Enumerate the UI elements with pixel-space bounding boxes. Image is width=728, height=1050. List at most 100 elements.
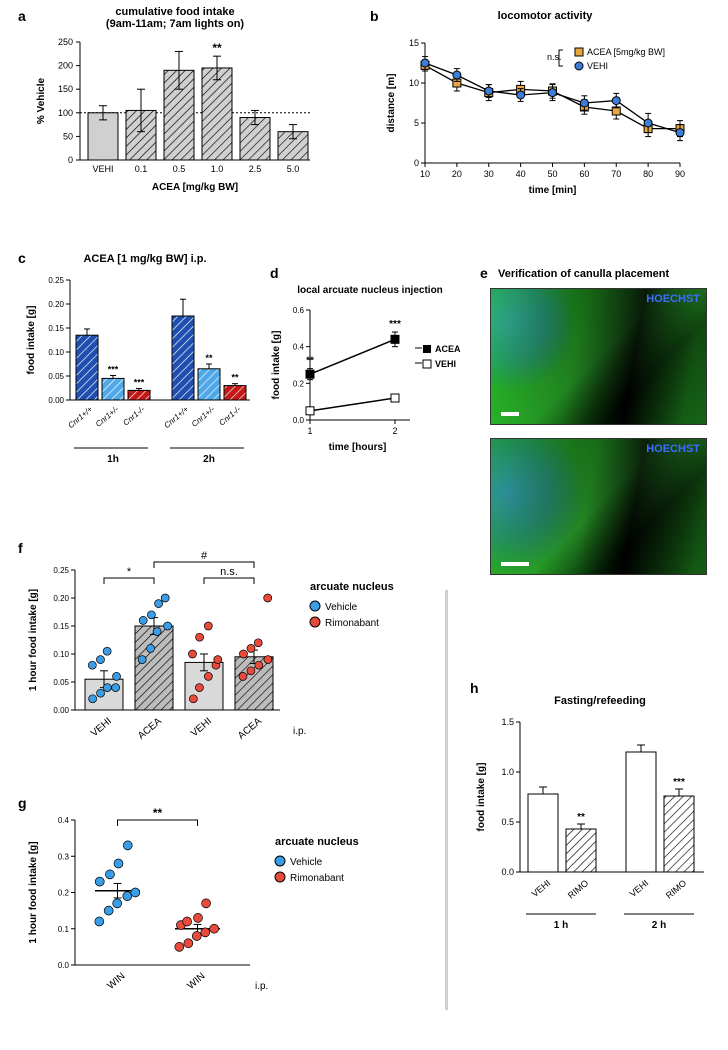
svg-text:40: 40	[516, 169, 526, 179]
panel-c-title: ACEA [1 mg/kg BW] i.p.	[50, 253, 240, 265]
svg-text:10: 10	[420, 169, 430, 179]
svg-text:1 h: 1 h	[554, 920, 568, 931]
svg-text:ACEA [5mg/kg BW]: ACEA [5mg/kg BW]	[587, 47, 665, 57]
svg-text:0.0: 0.0	[293, 416, 305, 425]
svg-text:Cnr1-/-: Cnr1-/-	[217, 404, 242, 427]
svg-text:50: 50	[547, 169, 557, 179]
svg-text:VEHI: VEHI	[587, 61, 608, 71]
panel-c-chart: 0.000.050.100.150.200.25Cnr1+/+***Cnr1+/…	[20, 270, 270, 495]
svg-text:Cnr1+/-: Cnr1+/-	[94, 404, 121, 428]
svg-text:***: ***	[134, 377, 145, 387]
svg-text:10: 10	[409, 78, 419, 88]
svg-text:60: 60	[579, 169, 589, 179]
svg-text:ACEA: ACEA	[236, 716, 264, 742]
svg-text:**: **	[577, 812, 585, 823]
svg-text:arcuate nucleus: arcuate nucleus	[275, 836, 359, 848]
svg-text:Vehicle: Vehicle	[290, 857, 323, 868]
svg-text:1: 1	[307, 426, 312, 436]
svg-text:0.15: 0.15	[48, 324, 64, 333]
panel-e-image-2: HOECHST	[490, 438, 707, 575]
svg-text:0.05: 0.05	[48, 372, 64, 381]
svg-text:Rimonabant: Rimonabant	[325, 618, 379, 629]
svg-text:Cnr1+/+: Cnr1+/+	[66, 404, 94, 430]
svg-text:WIN: WIN	[105, 971, 127, 992]
svg-text:2.5: 2.5	[249, 164, 262, 174]
svg-text:5: 5	[414, 118, 419, 128]
panel-d-label: d	[270, 265, 279, 281]
svg-text:time [min]: time [min]	[529, 185, 577, 196]
svg-text:distance [m]: distance [m]	[386, 74, 397, 133]
svg-text:0.20: 0.20	[48, 300, 64, 309]
svg-text:1.0: 1.0	[211, 164, 224, 174]
panel-b-chart: 051015102030405060708090n.s.ACEA [5mg/kg…	[380, 28, 720, 208]
svg-text:**: **	[153, 806, 163, 820]
svg-text:0.20: 0.20	[53, 594, 69, 603]
svg-text:90: 90	[675, 169, 685, 179]
svg-text:VEHI: VEHI	[530, 878, 553, 899]
svg-text:Cnr1+/+: Cnr1+/+	[162, 404, 190, 430]
svg-text:0.05: 0.05	[53, 678, 69, 687]
svg-text:1 hour food intake [g]: 1 hour food intake [g]	[28, 589, 39, 691]
svg-text:5.0: 5.0	[287, 164, 300, 174]
svg-text:250: 250	[58, 37, 73, 47]
panel-h-chart: 0.00.51.01.5VEHI**RIMOVEHI***RIMO1 h2 hf…	[470, 712, 720, 972]
svg-text:70: 70	[611, 169, 621, 179]
svg-text:20: 20	[452, 169, 462, 179]
svg-text:0.0: 0.0	[501, 867, 514, 877]
svg-text:150: 150	[58, 84, 73, 94]
svg-text:0.4: 0.4	[58, 816, 70, 825]
svg-text:RIMO: RIMO	[566, 878, 590, 901]
svg-text:Cnr1+/-: Cnr1+/-	[190, 404, 217, 428]
panel-e-label: e	[480, 265, 488, 281]
svg-text:RIMO: RIMO	[664, 878, 688, 901]
svg-text:food intake [g]: food intake [g]	[26, 306, 37, 375]
svg-text:***: ***	[673, 777, 685, 788]
panel-a-title1: cumulative food intake	[115, 6, 234, 18]
svg-text:WIN: WIN	[185, 971, 207, 992]
panel-d-title: local arcuate nucleus injection	[275, 285, 465, 296]
svg-text:food intake [g]: food intake [g]	[476, 763, 487, 832]
svg-text:**: **	[231, 373, 239, 383]
svg-text:VEHI: VEHI	[89, 716, 114, 739]
svg-text:0.00: 0.00	[48, 396, 64, 405]
svg-text:i.p.: i.p.	[293, 726, 306, 737]
svg-text:50: 50	[63, 131, 73, 141]
svg-text:15: 15	[409, 38, 419, 48]
svg-text:0.00: 0.00	[53, 706, 69, 715]
svg-text:0.4: 0.4	[293, 343, 305, 352]
svg-text:**: **	[205, 353, 213, 363]
svg-text:ACEA [mg/kg BW]: ACEA [mg/kg BW]	[152, 182, 238, 193]
svg-text:0: 0	[68, 155, 73, 165]
svg-text:0.6: 0.6	[293, 306, 305, 315]
svg-text:0.0: 0.0	[58, 961, 70, 970]
svg-text:0.10: 0.10	[53, 650, 69, 659]
svg-text:2 h: 2 h	[652, 920, 666, 931]
panel-h-label: h	[470, 680, 479, 696]
figure-root: a cumulative food intake (9am-11am; 7am …	[0, 0, 728, 1050]
svg-text:arcuate nucleus: arcuate nucleus	[310, 581, 394, 593]
svg-text:n.s.: n.s.	[220, 566, 238, 578]
svg-text:200: 200	[58, 61, 73, 71]
panel-e-title: Verification of canulla placement	[498, 268, 669, 280]
panel-d-chart: 0.00.20.40.612*****ACEAVEHIfood intake […	[265, 300, 475, 475]
svg-text:VEHI: VEHI	[435, 359, 456, 369]
svg-text:**: **	[306, 356, 314, 367]
panel-a-chart: 050100150200250VEHI0.10.51.02.55.0**% Ve…	[30, 30, 330, 210]
svg-text:% Vehicle: % Vehicle	[36, 77, 47, 124]
svg-text:Vehicle: Vehicle	[325, 602, 358, 613]
hoechst-label-1: HOECHST	[646, 293, 700, 305]
svg-text:30: 30	[484, 169, 494, 179]
divider	[445, 590, 448, 1010]
svg-text:***: ***	[389, 319, 401, 330]
svg-text:0.1: 0.1	[135, 164, 148, 174]
svg-text:1 hour food intake [g]: 1 hour food intake [g]	[28, 841, 39, 943]
svg-text:0.25: 0.25	[48, 276, 64, 285]
svg-text:0.3: 0.3	[58, 852, 70, 861]
svg-text:**: **	[212, 41, 222, 55]
svg-text:ACEA: ACEA	[136, 716, 164, 742]
svg-text:Rimonabant: Rimonabant	[290, 873, 344, 884]
panel-f-chart: 0.000.050.100.150.200.25VEHIACEAVEHIACEA…	[20, 545, 440, 775]
svg-text:1.5: 1.5	[501, 717, 514, 727]
svg-text:VEHI: VEHI	[189, 716, 214, 739]
svg-text:ACEA: ACEA	[435, 344, 461, 354]
